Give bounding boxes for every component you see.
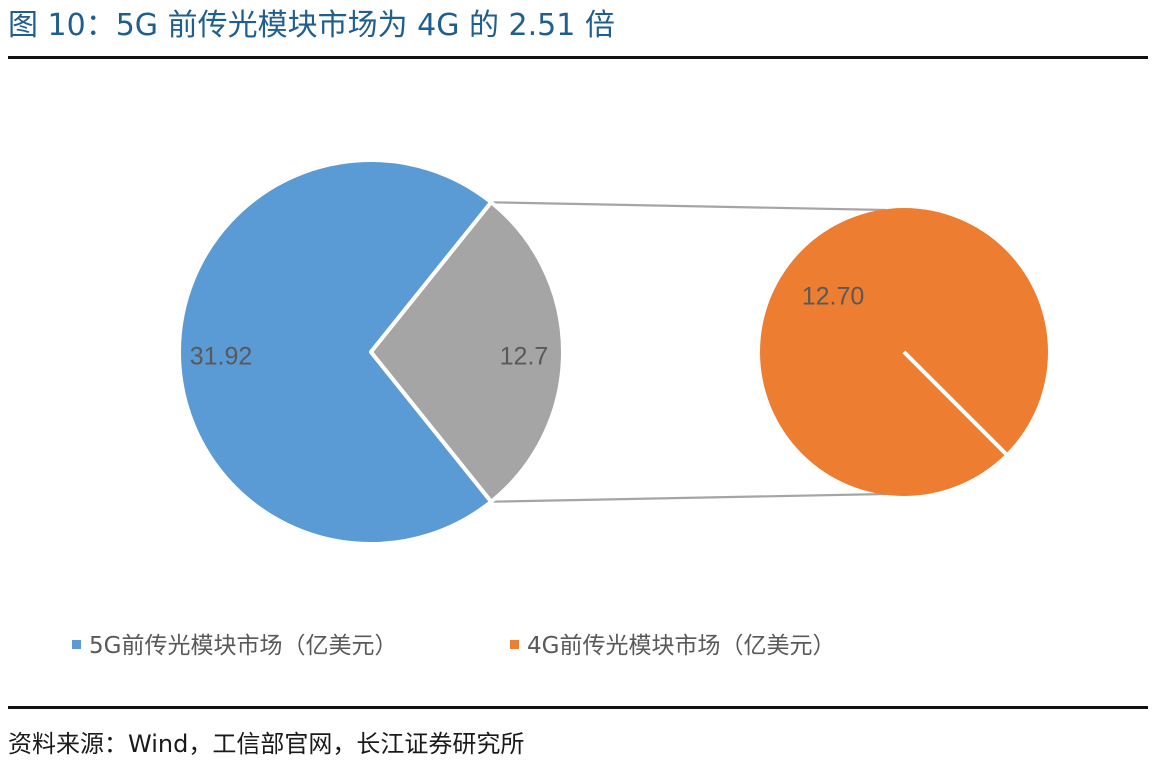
connector-line-bottom: [491, 492, 887, 503]
pie-of-pie-chart: 31.92 12.7 12.70: [177, 158, 1048, 546]
data-labels: 31.92 12.7 12.70: [190, 283, 865, 371]
legend-swatch-5g: [72, 640, 81, 649]
legend-label-5g: 5G前传光模块市场（亿美元）: [89, 633, 398, 659]
secondary-pie: [760, 208, 1048, 496]
legend-label-4g: 4G前传光模块市场（亿美元）: [527, 633, 836, 659]
figure-title: 图 10：5G 前传光模块市场为 4G 的 2.51 倍: [8, 8, 615, 43]
slice-4g-detail: [369, 200, 565, 504]
main-pie: [177, 158, 565, 546]
connector-lines: [491, 201, 887, 503]
data-label-5g: 31.92: [190, 343, 253, 371]
source-divider: [8, 706, 1148, 709]
source-note: 资料来源：Wind，工信部官网，长江证券研究所: [8, 730, 525, 758]
slice-5g: [177, 158, 494, 546]
title-divider: [8, 56, 1148, 59]
connector-line-top: [491, 201, 887, 212]
slice-4g-seam: [902, 350, 1008, 456]
legend-item-4g: 4G前传光模块市场（亿美元）: [510, 628, 835, 664]
data-label-4g: 12.70: [802, 283, 865, 311]
data-label-4g-detail: 12.7: [500, 343, 549, 371]
legend-swatch-4g: [510, 640, 519, 649]
chart-legend: 5G前传光模块市场（亿美元） 4G前传光模块市场（亿美元）: [0, 628, 1156, 664]
legend-item-5g: 5G前传光模块市场（亿美元）: [72, 628, 397, 664]
